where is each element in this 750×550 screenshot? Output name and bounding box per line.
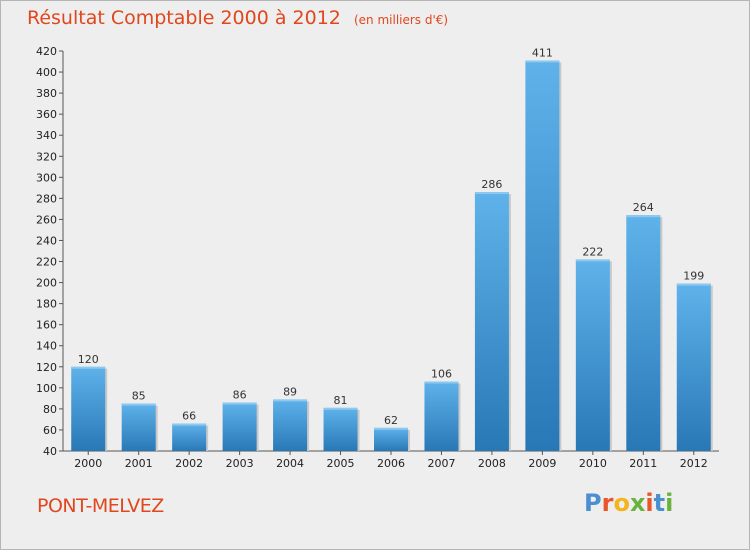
y-tick-label: 280 [36,192,57,205]
bar-2003 [222,402,257,451]
x-tick-label: 2002 [175,457,203,470]
x-tick-label: 2004 [276,457,304,470]
data-label: 411 [532,46,553,59]
y-tick-label: 200 [36,277,57,290]
bar-top [172,423,207,426]
chart-unit: (en milliers d'€) [353,13,449,27]
y-tick-label: 400 [36,66,57,79]
y-tick-label: 140 [36,340,57,353]
x-tick-label: 2001 [125,457,153,470]
bar-top [273,399,308,402]
data-label: 286 [481,178,502,191]
bar-2002 [172,423,207,451]
x-tick-label: 2011 [629,457,657,470]
bar-2010 [575,259,610,451]
data-label: 89 [283,385,297,398]
logo-letter: P [584,489,602,517]
y-tick-label: 320 [36,150,57,163]
bar-top [121,403,156,406]
x-tick-label: 2010 [579,457,607,470]
logo-letter: r [601,489,614,517]
bar-top [676,283,711,286]
x-tick-label: 2007 [427,457,455,470]
bar-2006 [374,427,408,451]
bar-2000 [71,366,106,451]
x-axis: 2000 2001 2002 2003 2004 2005 2006 2007 2008 2009… [63,450,719,470]
bar-2011 [626,215,661,451]
y-tick-label: 220 [36,256,57,269]
x-tick-label: 2008 [478,457,506,470]
bar-top [222,402,257,405]
y-tick-label: 60 [43,424,57,437]
commune-name: PONT-MELVEZ [37,495,164,517]
bar-2004 [273,399,308,451]
bar-2005 [323,407,358,451]
y-tick-label: 380 [36,87,57,100]
x-tick-label: 2000 [74,457,102,470]
bar-2001 [121,403,156,451]
y-tick-label: 100 [36,382,57,395]
data-label: 106 [431,368,452,381]
y-tick-label: 340 [36,129,57,142]
y-tick-label: 160 [36,319,57,332]
x-tick-label: 2005 [327,457,355,470]
x-tick-label: 2006 [377,457,405,470]
bar-top [474,192,509,195]
y-tick-label: 300 [36,171,57,184]
bar-2008 [474,192,509,452]
bar-top [71,366,106,369]
bar-top [575,259,610,262]
x-tick-label: 2012 [680,457,708,470]
data-label: 120 [78,353,99,366]
bar-2012 [676,283,711,451]
data-labels: 120 85 66 86 89 81 62 106 286 411 222 264 199 [78,46,705,426]
data-label: 62 [384,414,398,427]
y-tick-label: 240 [36,234,57,247]
y-tick-label: 120 [36,361,57,374]
logo-letter: i [665,489,674,517]
proxiti-logo[interactable]: Proxiti [584,489,673,517]
x-tick-label: 2003 [226,457,254,470]
bar-2009 [525,60,560,451]
bar-top [323,407,358,410]
y-tick-label: 80 [43,403,57,416]
bar-top [626,215,661,218]
bar-top [374,427,408,430]
bar-2007 [424,381,459,451]
data-label: 199 [683,270,704,283]
data-label: 222 [582,245,603,258]
data-label: 85 [132,390,146,403]
y-tick-label: 260 [36,213,57,226]
data-label: 66 [182,410,196,423]
data-label: 81 [334,394,348,407]
bars [71,60,713,452]
title-row: Résultat Comptable 2000 à 2012 (en milli… [27,7,448,29]
bar-top [424,381,459,384]
y-tick-label: 40 [43,445,57,458]
logo-letter: t [653,489,666,517]
logo-letter: o [613,489,630,517]
y-tick-label: 180 [36,298,57,311]
x-tick-label: 2009 [528,457,556,470]
y-tick-label: 360 [36,108,57,121]
data-label: 264 [633,201,654,214]
bar-top [525,60,560,63]
y-tick-label: 420 [36,45,57,58]
chart-title: Résultat Comptable 2000 à 2012 [27,7,341,29]
logo-letter: x [629,489,646,517]
data-label: 86 [233,389,247,402]
y-axis: 40 60 80 100 120 140 160 180 200 220 240 260 280 300 3… [36,45,64,458]
logo-letter: i [645,489,654,517]
